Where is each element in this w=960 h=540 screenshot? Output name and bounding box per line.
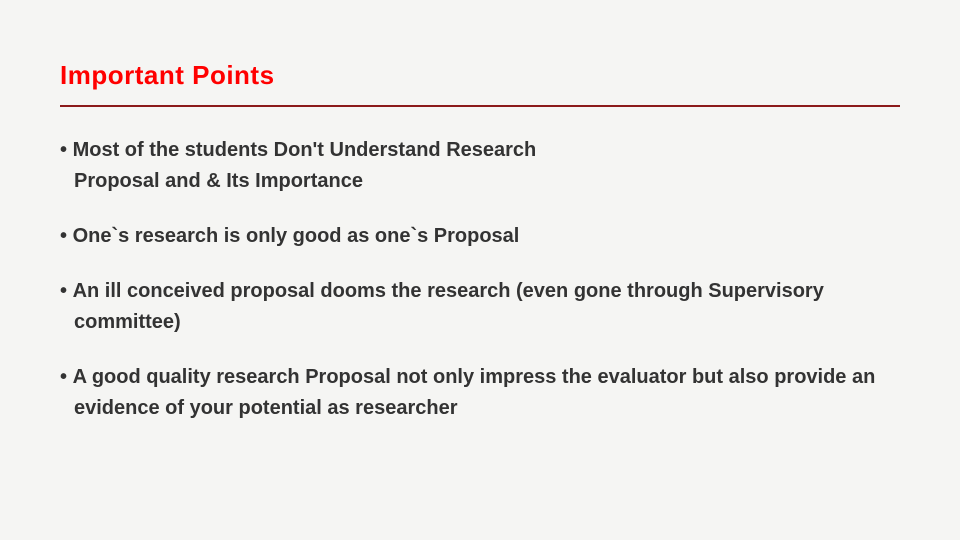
bullet-item: A good quality research Proposal not onl… — [60, 362, 900, 424]
title-underline — [60, 105, 900, 107]
bullet-list: Most of the students Don't Understand Re… — [60, 135, 900, 424]
bullet-item: An ill conceived proposal dooms the rese… — [60, 276, 900, 338]
bullet-item: Most of the students Don't Understand Re… — [60, 135, 614, 197]
slide-title: Important Points — [60, 60, 900, 91]
bullet-item: One`s research is only good as one`s Pro… — [60, 221, 900, 252]
slide: Important Points Most of the students Do… — [0, 0, 960, 540]
